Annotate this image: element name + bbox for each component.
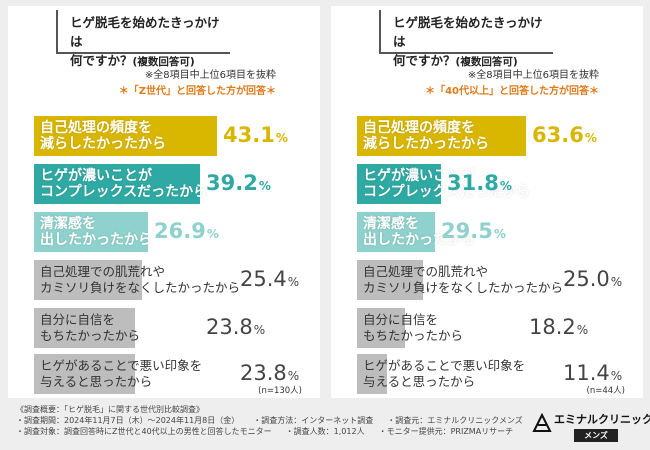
chart-0-bar-4	[34, 308, 135, 348]
chart-0-title-sub: (複数回答可)	[132, 56, 195, 68]
clinic-logo-icon	[532, 413, 552, 432]
footer-line-2: ・調査期間：2024年11月7日（木）〜2024年11月8日（金） ・調査方法：イ…	[16, 415, 523, 426]
chart-0-title-main: 何ですか？	[70, 53, 133, 68]
chart-panel-40s-plus: ヒゲ脱毛を始めたきっかけは 何ですか？(複数回答可) ※全8項目中上位6項目を抜粋＊…	[331, 6, 643, 398]
chart-1-bar-label-3: 自己処理での肌荒れや カミソリ負けをなくしたかったから	[363, 264, 564, 295]
chart-1-bar-label-5: ヒゲがあることで悪い印象を 与えると思ったから	[363, 358, 526, 389]
chart-0-bar-value-3: 25.4%	[240, 266, 299, 295]
chart-0-bar-label-4: 自分に自信を もちたかったから	[40, 312, 141, 343]
chart-1-value-unit-2: %	[493, 227, 506, 241]
chart-0-title-line2: 何ですか？(複数回答可)	[70, 51, 230, 72]
chart-1-value-number-5: 11.4	[563, 361, 610, 385]
chart-1-value-number-2: 29.5	[441, 219, 493, 243]
chart-0-bar-0	[34, 116, 217, 156]
chart-0-value-number-0: 43.1	[223, 123, 275, 147]
footer-period: ・調査期間：2024年11月7日（木）〜2024年11月8日（金）	[16, 416, 240, 425]
chart-0-value-unit-3: %	[287, 275, 300, 289]
footer-line-1: 《調査概要：「ヒゲ脱毛」に関する世代別比較調査》	[16, 405, 204, 414]
chart-1-bar-value-4: 18.2%	[529, 314, 588, 343]
chart-1-bar-label-1: ヒゲが濃いことが コンプレックスだったから	[363, 168, 531, 200]
chart-1-value-unit-5: %	[610, 369, 623, 383]
footer-method: ・調査方法：インターネット調査	[253, 416, 374, 425]
chart-0-value-number-2: 26.9	[154, 219, 206, 243]
chart-0-bar-value-2: 26.9%	[154, 218, 219, 247]
chart-1-sample-size: (n=44人)	[586, 386, 625, 396]
chart-1-bar-label-2: 清潔感を 出したかったから	[363, 216, 475, 248]
chart-1-title-sub: (複数回答可)	[455, 56, 518, 68]
footer-provider: ・モニター提供元：PRIZMAリサーチ	[378, 427, 514, 436]
chart-panel-z-generation: ヒゲ脱毛を始めたきっかけは 何ですか？(複数回答可) ※全8項目中上位6項目を抜粋＊…	[8, 6, 320, 398]
chart-0-bar-label-3: 自己処理での肌荒れや カミソリ負けをなくしたかったから	[40, 264, 241, 295]
chart-1-note-excerpt: ※全8項目中上位6項目を抜粋	[467, 70, 599, 81]
chart-1-bar-1	[357, 164, 441, 204]
chart-1-bar-value-2: 29.5%	[441, 218, 506, 247]
chart-1-note-group: ＊「40代以上」と回答した方が回答＊	[425, 86, 599, 97]
chart-0-value-unit-5: %	[287, 369, 300, 383]
chart-0-bar-label-0: 自己処理の頻度を 減らしたかったから	[40, 120, 166, 152]
chart-1-bar-5	[357, 354, 387, 394]
chart-1-bar-2	[357, 212, 435, 252]
chart-1-value-number-1: 31.8	[447, 171, 499, 195]
chart-0-bar-3	[34, 260, 142, 300]
chart-0-bar-1	[34, 164, 200, 204]
chart-0-title: ヒゲ脱毛を始めたきっかけは何ですか？(複数回答可)	[56, 10, 230, 68]
chart-1-value-unit-1: %	[499, 179, 512, 193]
chart-1-bar-3	[357, 260, 423, 300]
chart-1-bar-value-0: 63.6%	[532, 122, 597, 151]
chart-1-value-number-3: 25.0	[563, 267, 610, 291]
chart-1-value-unit-0: %	[584, 131, 597, 145]
chart-1-bar-label-4: 自分に自信を もちたかったから	[363, 312, 464, 343]
chart-0-value-unit-0: %	[275, 131, 288, 145]
chart-0-value-number-4: 23.8	[206, 315, 253, 339]
chart-1-bar-value-3: 25.0%	[563, 266, 622, 295]
chart-0-value-number-1: 39.2	[206, 171, 258, 195]
chart-1-value-number-0: 63.6	[532, 123, 584, 147]
chart-1-bar-value-1: 31.8%	[447, 170, 512, 199]
footer-count: ・調査人数：1,012人	[285, 427, 365, 436]
chart-0-bar-label-5: ヒゲがあることで悪い印象を 与えると思ったから	[40, 358, 203, 389]
footer-source: ・調査元：エミナルクリニックメンズ	[387, 416, 523, 425]
eminal-clinic-logo: エミナルクリニック メンズ	[528, 408, 650, 446]
chart-0-bar-2	[34, 212, 148, 252]
survey-footer: 《調査概要：「ヒゲ脱毛」に関する世代別比較調査》 ・調査期間：2024年11月7…	[16, 404, 523, 437]
chart-0-bar-5	[34, 354, 135, 394]
chart-0-bar-value-1: 39.2%	[206, 170, 271, 199]
chart-1-title-line2: 何ですか？(複数回答可)	[393, 51, 553, 72]
footer-line-3: ・調査対象：調査回答時にZ世代と40代以上の男性と回答したモニター ・調査人数：1…	[16, 426, 513, 437]
chart-0-value-unit-2: %	[206, 227, 219, 241]
chart-1-value-number-4: 18.2	[529, 315, 576, 339]
chart-0-value-number-5: 23.8	[240, 361, 287, 385]
logo-sub: メンズ	[574, 429, 618, 442]
chart-1-bar-0	[357, 116, 526, 156]
chart-0-value-number-3: 25.4	[240, 267, 287, 291]
chart-0-bar-value-0: 43.1%	[223, 122, 288, 151]
chart-0-bar-value-4: 23.8%	[206, 314, 265, 343]
footer-target: ・調査対象：調査回答時にZ世代と40代以上の男性と回答したモニター	[16, 427, 272, 436]
logo-name: エミナルクリニック	[554, 413, 650, 426]
chart-0-value-unit-1: %	[258, 179, 271, 193]
chart-0-note-excerpt: ※全8項目中上位6項目を抜粋	[144, 70, 276, 81]
chart-0-bar-label-2: 清潔感を 出したかったから	[40, 216, 152, 248]
chart-0-value-unit-4: %	[253, 323, 266, 337]
chart-1-bar-4	[357, 308, 405, 348]
chart-0-bar-label-1: ヒゲが濃いことが コンプレックスだったから	[40, 168, 208, 200]
chart-0-title-line1: ヒゲ脱毛を始めたきっかけは	[70, 15, 220, 49]
chart-1-bar-label-0: 自己処理の頻度を 減らしたかったから	[363, 120, 489, 152]
chart-1-value-unit-4: %	[576, 323, 589, 337]
chart-0-sample-size: (n=130人)	[258, 386, 302, 396]
chart-0-note-group: ＊「Z世代」と回答した方が回答＊	[118, 86, 276, 97]
chart-1-value-unit-3: %	[610, 275, 623, 289]
chart-0-bar-value-5: 23.8%	[240, 360, 299, 389]
chart-1-title-line1: ヒゲ脱毛を始めたきっかけは	[393, 15, 543, 49]
chart-1-bar-value-5: 11.4%	[563, 360, 622, 389]
chart-1-title-main: 何ですか？	[393, 53, 456, 68]
chart-1-title: ヒゲ脱毛を始めたきっかけは何ですか？(複数回答可)	[379, 10, 553, 68]
